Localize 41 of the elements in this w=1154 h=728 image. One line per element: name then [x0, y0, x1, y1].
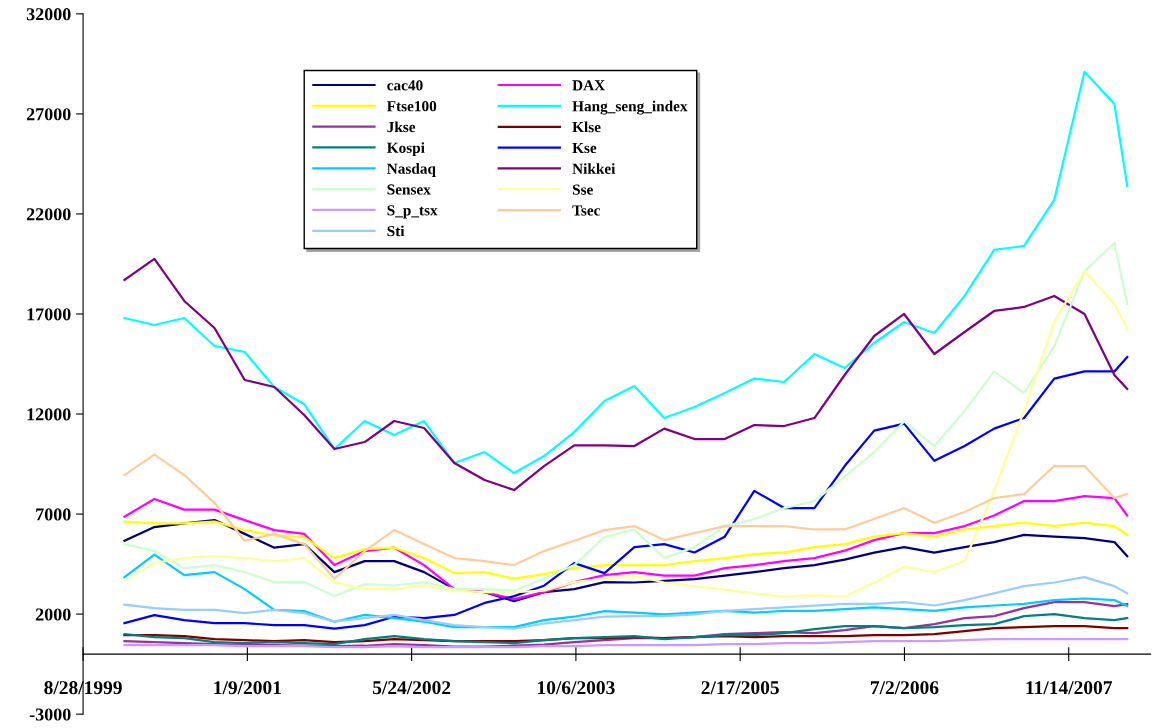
legend-label: Klse	[572, 121, 601, 133]
line-series	[123, 453, 1129, 580]
line-series	[123, 70, 1129, 475]
line-series	[123, 553, 1129, 629]
x-tick-label: 11/14/2007	[1026, 681, 1113, 695]
legend-label: Kse	[572, 142, 597, 154]
legend-label: Sse	[572, 184, 593, 195]
x-tick-label: 5/24/2002	[372, 681, 451, 695]
legend-label: Nikkei	[572, 163, 616, 174]
line-series	[123, 575, 1129, 630]
y-tick-label: 12000	[27, 408, 71, 421]
y-tick-label: 2000	[35, 608, 71, 621]
legend-label: cac40	[387, 80, 423, 91]
legend-label: Tsec	[572, 205, 601, 216]
y-tick-label: -3000	[29, 708, 71, 721]
x-tick-label: 1/9/2001	[214, 681, 281, 695]
x-tick-label: 2/17/2005	[701, 681, 779, 695]
legend-label: S_p_tsx	[387, 205, 438, 219]
legend-label: Jkse	[387, 121, 416, 133]
legend-label: Kospi	[386, 142, 425, 157]
y-tick-label: 17000	[27, 308, 71, 321]
line-series	[123, 494, 1129, 601]
legend-label: Sensex	[387, 184, 431, 195]
legend-label: Ftse100	[386, 101, 437, 112]
y-tick-label: 27000	[26, 108, 71, 121]
line-series	[123, 601, 1129, 648]
x-tick-label: 10/6/2003	[538, 681, 615, 695]
y-tick-label: 22000	[26, 208, 71, 221]
line-series	[123, 257, 1129, 492]
legend-label: Sti	[387, 225, 405, 237]
legend-label: Nasdaq	[387, 163, 436, 177]
line-series	[123, 520, 1129, 580]
y-tick-label: 7000	[36, 508, 71, 521]
legend-label: DAX	[572, 80, 606, 91]
legend-label: Hang_seng_index	[572, 100, 688, 115]
y-tick-label: 32000	[26, 8, 71, 21]
line-series	[123, 613, 1129, 646]
line-series	[123, 638, 1129, 649]
line-series	[123, 518, 1129, 603]
line-series	[123, 355, 1129, 630]
x-tick-label: 7/2/2006	[871, 681, 939, 695]
